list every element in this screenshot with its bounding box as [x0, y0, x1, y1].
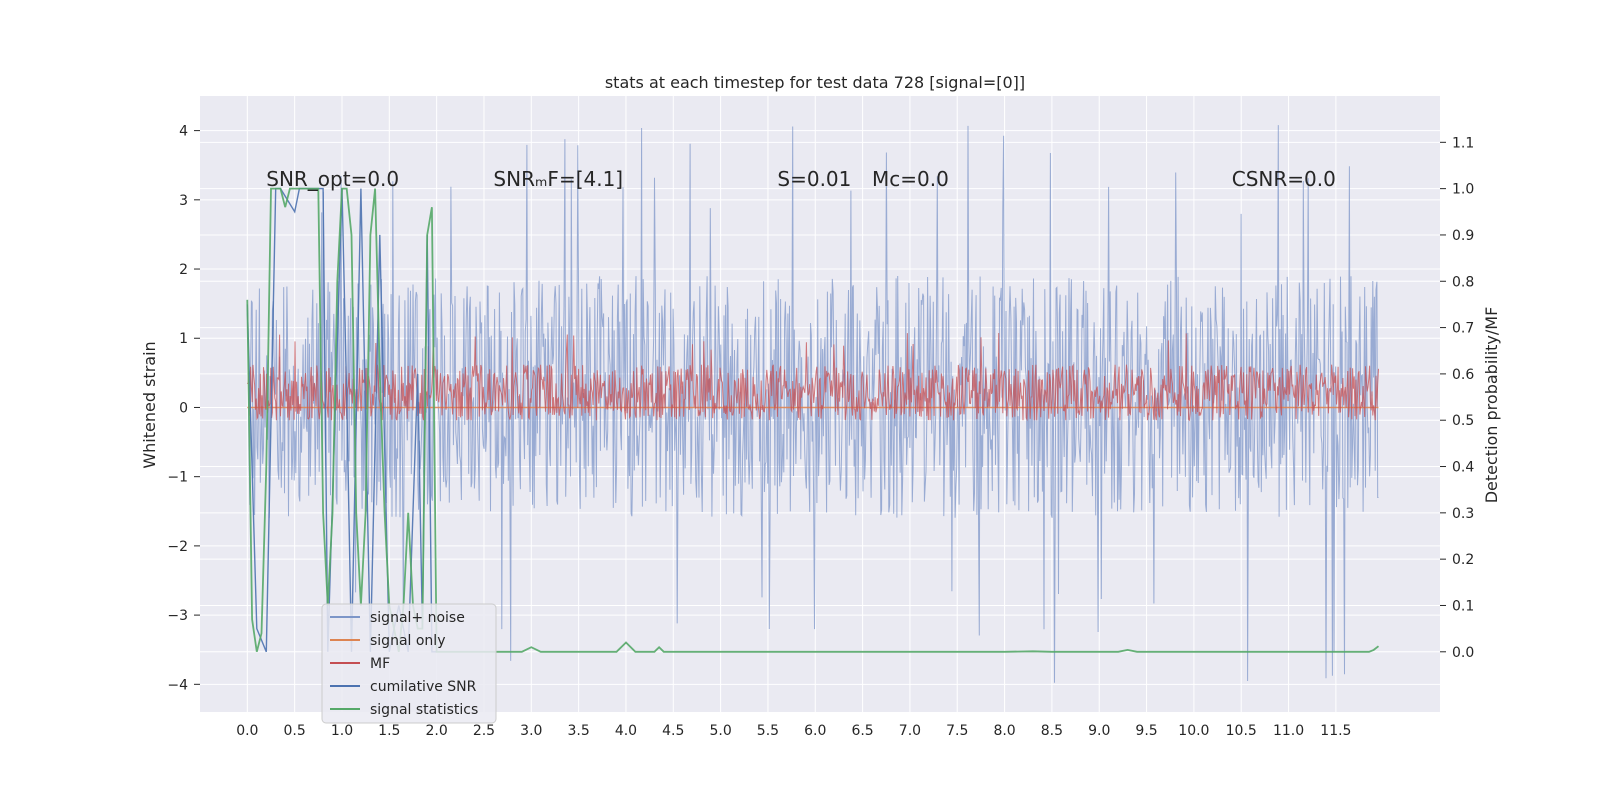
x-tick-label: 6.0 — [804, 723, 826, 739]
legend: signal+ noise signal only MF cumilative SNR… — [321, 603, 497, 724]
y-tick-label-right: 1.0 — [1452, 182, 1474, 198]
annotations: SNR_opt=0.0 SNRₘF=[4.1] S=0.01 Mᴄ=0.0 CSNR=0… — [266, 167, 1336, 191]
x-tick-label: 6.5 — [851, 723, 873, 739]
y-tick-label-right: 0.9 — [1452, 228, 1474, 244]
y-tick-label-left: 0 — [179, 400, 188, 416]
x-tick-label: 2.0 — [426, 723, 448, 739]
y-axis-left: −4 −3 −2 −1 0 1 2 3 4 — [167, 124, 200, 693]
y-tick-label-right: 0.2 — [1452, 552, 1474, 568]
legend-box — [321, 603, 497, 724]
y-axis-left-label: Whitened strain — [140, 341, 159, 468]
y-tick-label-left: 3 — [179, 193, 188, 209]
chart-title: stats at each timestep for test data 728… — [605, 73, 1025, 92]
y-tick-label-left: −4 — [167, 677, 188, 693]
annotation-label: Mᴄ=0.0 — [872, 167, 949, 191]
series-line — [246, 332, 1379, 422]
x-tick-label: 5.0 — [709, 723, 731, 739]
x-tick-label: 11.0 — [1273, 723, 1304, 739]
x-tick-label: 0.5 — [284, 723, 306, 739]
x-tick-label: 10.5 — [1226, 723, 1257, 739]
y-tick-label-right: 1.1 — [1452, 135, 1474, 151]
y-tick-label-left: −2 — [167, 539, 188, 555]
x-tick-label: 8.0 — [993, 723, 1015, 739]
x-tick-label: 7.0 — [899, 723, 921, 739]
x-tick-label: 9.0 — [1088, 723, 1110, 739]
x-tick-label: 9.5 — [1135, 723, 1157, 739]
y-tick-label-right: 0.8 — [1452, 274, 1474, 290]
y-tick-label-left: 4 — [179, 124, 188, 140]
y-axis-right-label: Detection probability/MF — [1482, 307, 1501, 504]
x-axis: 0.0 0.5 1.0 1.5 2.0 2.5 3.0 3.5 4.0 4.5 5.0 5.5 6.0 6… — [236, 723, 1351, 739]
legend-label: signal statistics — [370, 702, 478, 718]
annotation-label: CSNR=0.0 — [1232, 167, 1336, 191]
y-tick-label-left: −3 — [167, 608, 188, 624]
x-tick-label: 5.5 — [757, 723, 779, 739]
series-line — [246, 187, 1380, 653]
x-tick-label: 4.5 — [662, 723, 684, 739]
y-axis-right: 0.0 0.1 0.2 0.3 0.4 0.5 0.6 0.7 0.8 0.9 1.0 1.1 — [1440, 135, 1474, 661]
series-layer — [246, 125, 1380, 683]
legend-label: MF — [370, 656, 390, 672]
x-tick-label: 8.5 — [1041, 723, 1063, 739]
series-line — [246, 125, 1379, 683]
x-tick-label: 4.0 — [615, 723, 637, 739]
legend-label: cumilative SNR — [370, 679, 477, 695]
x-tick-label: 7.5 — [946, 723, 968, 739]
y-tick-label-right: 0.0 — [1452, 645, 1474, 661]
x-tick-label: 2.5 — [473, 723, 495, 739]
x-tick-label: 3.0 — [520, 723, 542, 739]
y-tick-label-right: 0.3 — [1452, 506, 1474, 522]
annotation-label: SNR_opt=0.0 — [266, 167, 399, 191]
y-tick-label-right: 0.6 — [1452, 367, 1474, 383]
y-tick-label-right: 0.5 — [1452, 413, 1474, 429]
annotation-label: S=0.01 — [777, 167, 851, 191]
y-tick-label-right: 0.1 — [1452, 598, 1474, 614]
x-tick-label: 1.5 — [378, 723, 400, 739]
x-tick-label: 11.5 — [1320, 723, 1351, 739]
annotation-label: SNRₘF=[4.1] — [493, 167, 623, 191]
legend-label: signal+ noise — [370, 610, 465, 626]
legend-label: signal only — [370, 633, 445, 649]
y-tick-label-left: 2 — [179, 262, 188, 278]
x-tick-label: 1.0 — [331, 723, 353, 739]
x-tick-label: 10.0 — [1178, 723, 1209, 739]
y-tick-label-right: 0.7 — [1452, 321, 1474, 337]
x-tick-label: 0.0 — [236, 723, 258, 739]
x-tick-label: 3.5 — [567, 723, 589, 739]
y-tick-label-left: 1 — [179, 331, 188, 347]
y-tick-label-right: 0.4 — [1452, 460, 1474, 476]
y-tick-label-left: −1 — [167, 470, 188, 486]
